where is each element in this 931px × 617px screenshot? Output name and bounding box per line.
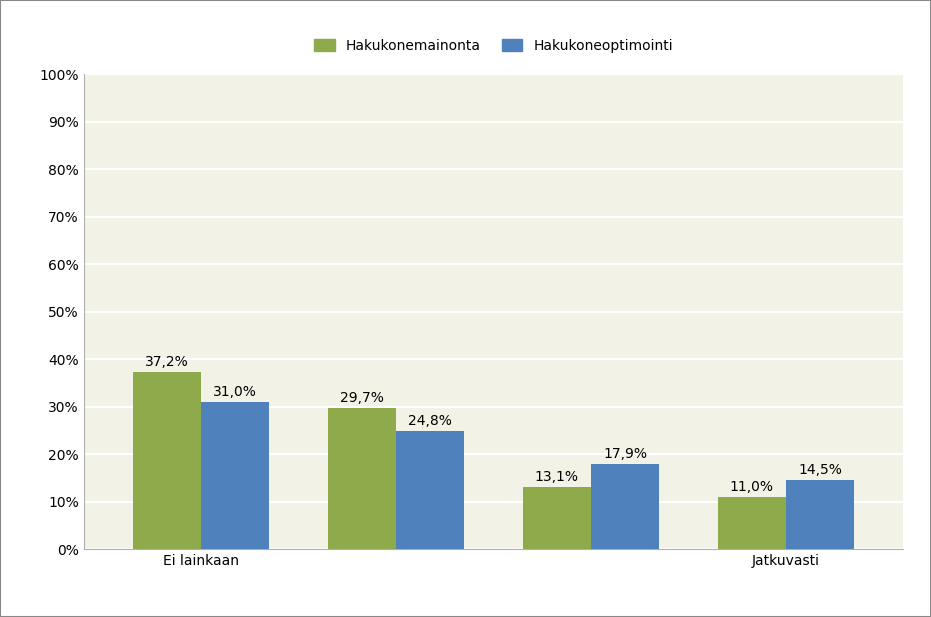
Bar: [328, 408, 396, 549]
Text: 29,7%: 29,7%: [340, 391, 384, 405]
Text: 31,0%: 31,0%: [213, 384, 257, 399]
Bar: [201, 402, 269, 549]
Bar: [786, 480, 855, 549]
Bar: [718, 497, 786, 549]
Text: 24,8%: 24,8%: [408, 414, 452, 428]
Legend: Hakukonemainonta, Hakukoneoptimointi: Hakukonemainonta, Hakukoneoptimointi: [308, 33, 679, 59]
Text: 17,9%: 17,9%: [603, 447, 647, 461]
Text: 11,0%: 11,0%: [730, 479, 774, 494]
Bar: [591, 464, 659, 549]
Bar: [522, 487, 591, 549]
Bar: [396, 431, 465, 549]
Text: 14,5%: 14,5%: [798, 463, 843, 477]
Text: 13,1%: 13,1%: [534, 470, 579, 484]
Bar: [132, 373, 201, 549]
Text: 37,2%: 37,2%: [145, 355, 189, 369]
